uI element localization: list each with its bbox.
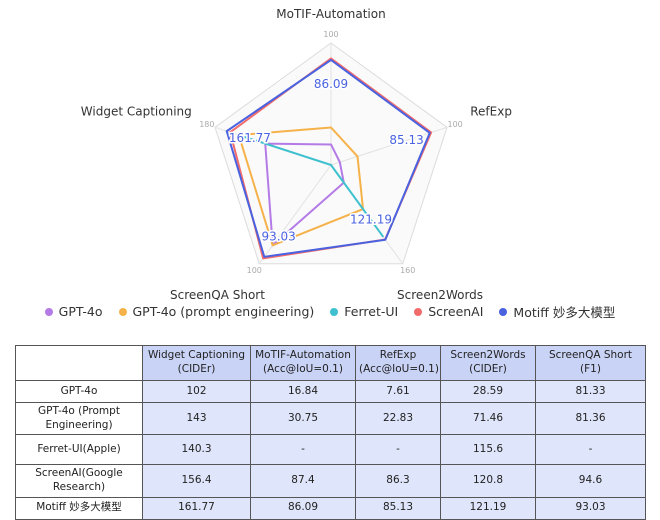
column-header: Screen2Words (CIDEr) xyxy=(440,345,536,381)
table-cell: 121.19 xyxy=(440,496,536,520)
table-cell: - xyxy=(250,434,356,466)
axis-max-label: 100 xyxy=(247,266,262,275)
legend-label: GPT-4o (prompt engineering) xyxy=(132,304,315,319)
legend-marker xyxy=(44,307,53,316)
table-cell: 85.13 xyxy=(355,496,441,520)
series-line xyxy=(239,134,384,238)
value-label: 93.03 xyxy=(261,230,295,244)
column-header: MoTIF-Automation (Acc@IoU=0.1) xyxy=(250,345,356,381)
table-cell: 16.84 xyxy=(250,380,356,403)
spoke xyxy=(258,164,332,264)
table-cell: 156.4 xyxy=(142,464,251,498)
table-cell: 161.77 xyxy=(142,496,251,520)
results-table: Widget Captioning (CIDEr) MoTIF-Automatio… xyxy=(15,345,646,520)
axis-label: RefExp xyxy=(470,104,512,118)
table-cell: 120.8 xyxy=(440,464,536,498)
table-row: ScreenAI(Google Research) 156.4 87.4 86.3 12… xyxy=(15,464,646,498)
legend-label: Ferret-UI xyxy=(344,304,399,319)
table-cell: 102 xyxy=(142,380,251,403)
table-row: Motiff 妙多大模型 161.77 86.09 85.13 121.19 93.03 xyxy=(15,496,646,520)
table-cell: 143 xyxy=(142,401,251,436)
axis-max-label: 160 xyxy=(400,266,415,275)
header-row: Widget Captioning (CIDEr) MoTIF-Automatio… xyxy=(15,345,646,381)
table-cell: - xyxy=(535,434,646,466)
table-cell: 30.75 xyxy=(250,401,356,436)
axis-label: MoTIF-Automation xyxy=(276,7,385,21)
corner-cell xyxy=(15,345,143,381)
spoke xyxy=(330,126,448,166)
row-label: GPT-4o (Prompt Engineering) xyxy=(15,401,143,436)
series-line xyxy=(237,126,365,247)
column-header: RefExp (Acc@IoU=0.1) xyxy=(355,345,441,381)
legend-label: GPT-4o xyxy=(58,304,103,319)
column-header: ScreenQA Short (F1) xyxy=(535,345,646,381)
table-cell: 115.6 xyxy=(440,434,536,466)
legend-item: ScreenAI xyxy=(414,302,483,321)
axis-label: Screen2Words xyxy=(397,288,483,300)
table-row: Ferret-UI(Apple) 140.3- -115.6- xyxy=(15,434,646,466)
axis-max-label: 100 xyxy=(448,120,463,129)
table-cell: 7.61 xyxy=(355,380,441,403)
row-label: Motiff 妙多大模型 xyxy=(15,496,143,520)
table-cell: 22.83 xyxy=(355,401,441,436)
value-label: 121.19 xyxy=(350,213,392,227)
legend-label: ScreenAI xyxy=(428,304,484,319)
table-cell: - xyxy=(355,434,441,466)
legend: GPT-4o GPT-4o (prompt engineering) Ferret-… xyxy=(0,302,660,321)
axis-max-label: 100 xyxy=(323,30,338,39)
legend-item: GPT-4o (prompt engineering) xyxy=(118,302,315,321)
table-row: GPT-4o 102 16.84 7.61 28.59 81.33 xyxy=(15,380,646,403)
legend-item: Ferret-UI xyxy=(330,302,398,321)
table-cell: 81.33 xyxy=(535,380,646,403)
legend-marker xyxy=(499,307,508,316)
table-cell: 94.6 xyxy=(535,464,646,498)
series-line xyxy=(225,58,431,258)
table-body: GPT-4o 102 16.84 7.61 28.59 81.33 GPT-4o (Prom… xyxy=(15,380,646,520)
legend-item: Motiff 妙多大模型 xyxy=(499,302,615,321)
table-cell: 28.59 xyxy=(440,380,536,403)
value-label: 85.13 xyxy=(389,133,423,147)
table-cell: 86.3 xyxy=(355,464,441,498)
radar-chart: 100 MoTIF-Automation 100 RefExp 160 Screen2Wo… xyxy=(81,7,512,300)
value-label: 86.09 xyxy=(314,77,348,91)
legend-marker xyxy=(330,307,339,316)
axis-label: ScreenQA Short xyxy=(170,288,265,300)
table-cell: 93.03 xyxy=(535,496,646,520)
legend-item: GPT-4o xyxy=(44,302,103,321)
legend-label: Motiff 妙多大模型 xyxy=(513,305,616,320)
axis-max-label: 180 xyxy=(199,120,214,129)
table-cell: 86.09 xyxy=(250,496,356,520)
axis-label: Widget Captioning xyxy=(81,104,192,118)
table-cell: 140.3 xyxy=(142,434,251,466)
series-line xyxy=(264,142,345,247)
legend-marker xyxy=(414,307,423,316)
table-row: GPT-4o (Prompt Engineering) 143 30.75 22.83… xyxy=(15,401,646,436)
table-cell: 87.4 xyxy=(250,464,356,498)
table-cell: 71.46 xyxy=(440,401,536,436)
column-header: Widget Captioning (CIDEr) xyxy=(142,345,251,381)
table-cell: 81.36 xyxy=(535,401,646,436)
legend-marker xyxy=(118,307,127,316)
row-label: ScreenAI(Google Research) xyxy=(15,464,143,498)
row-label: GPT-4o xyxy=(15,380,143,403)
row-label: Ferret-UI(Apple) xyxy=(15,434,143,466)
value-label: 161.77 xyxy=(229,131,271,145)
